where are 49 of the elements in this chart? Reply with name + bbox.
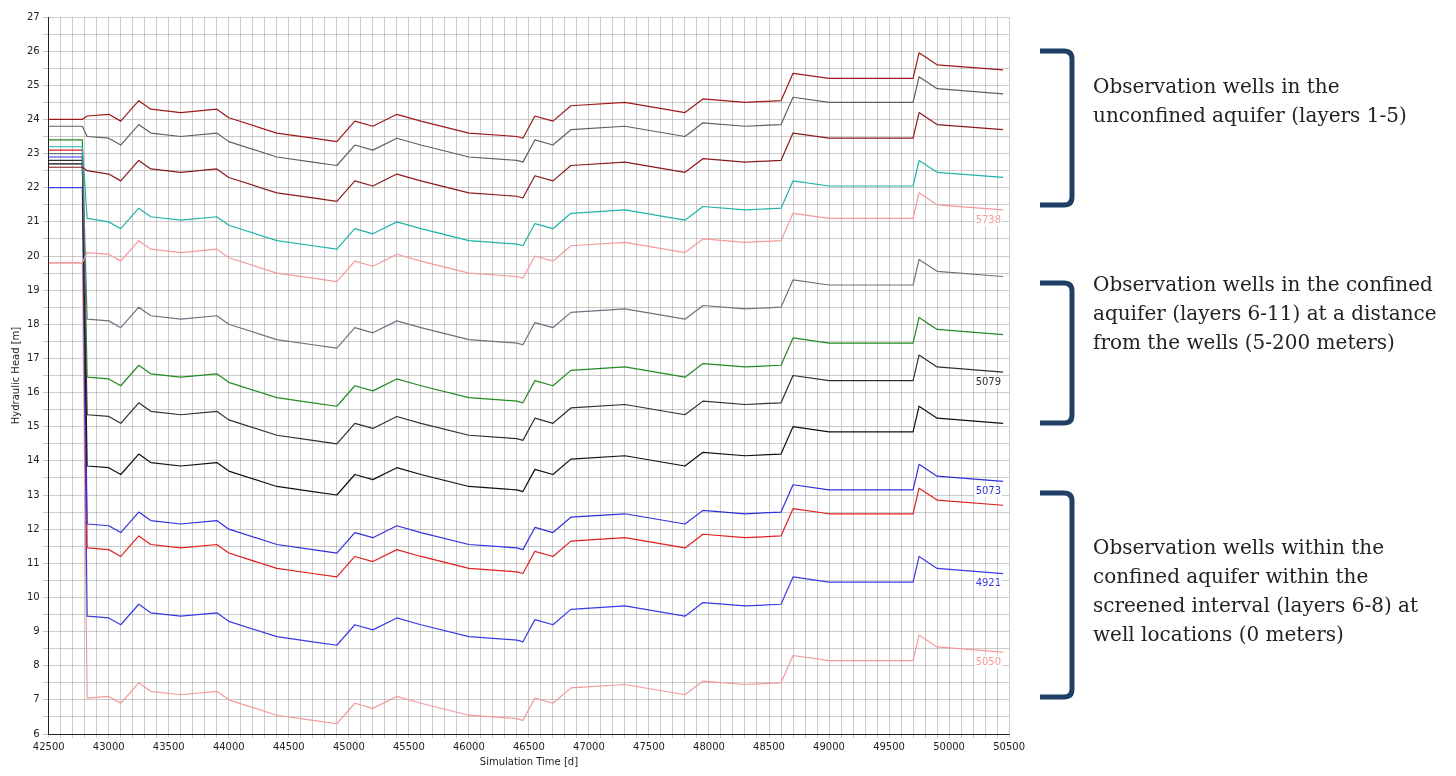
x-tick-label: 43500 [152,740,185,752]
y-tick-label: 8 [33,659,40,671]
x-tick-label: 49000 [813,740,845,752]
series-label: 4921 [975,577,1002,589]
x-tick-label: 46500 [513,740,545,752]
y-tick-label: 22 [26,181,40,193]
y-tick-label: 13 [26,488,40,500]
y-tick-label: 10 [26,591,40,603]
text: Observation wells in the confined aquifer (layers 6-11) at a distance from the wells (5-200 meters) [1093,271,1438,356]
y-tick-label: 7 [33,693,40,705]
x-tick-label: 44500 [272,740,305,752]
x-tick-label: 47500 [633,740,665,752]
y-tick-label: 20 [26,249,40,261]
x-tick-label: 46000 [452,740,485,752]
series-label: 5073 [975,484,1002,496]
y-tick-label: 27 [26,10,40,22]
x-tick-label: 44000 [212,740,245,752]
y-tick-label: 23 [26,147,40,159]
x-tick-label: 42500 [32,740,65,752]
x-tick-label: 47000 [573,740,605,752]
y-tick-label: 15 [26,420,40,432]
x-tick-label: 45000 [332,740,365,752]
y-tick-label: 24 [26,113,40,125]
series-label: 5738 [975,213,1002,225]
y-tick-label: 9 [33,625,40,637]
text: Observation wells in the unconfined aquifer (layers 1-5) [1093,73,1408,129]
x-tick-label: 49500 [873,740,905,752]
y-tick-label: 25 [26,78,40,90]
x-tick-label: 45500 [392,740,425,752]
x-tick-label: 50000 [933,740,965,752]
y-tick-label: 16 [26,386,40,398]
y-tick-label: 21 [26,215,40,227]
y-tick-label: 17 [26,352,40,364]
text: Observation wells within the confined aquifer within the screened interval (layers 6-8) at well locations (0 meters) [1093,534,1420,648]
y-tick-label: 12 [26,522,40,534]
x-tick-label: 50500 [993,740,1025,752]
y-tick-label: 11 [26,556,40,568]
y-tick-label: 6 [33,727,40,739]
series-label: 5050 [975,655,1002,667]
x-axis-title: Simulation Time [d] [479,755,579,767]
x-tick-label: 48500 [753,740,785,752]
y-tick-label: 18 [26,317,40,329]
y-tick-label: 26 [26,44,40,56]
x-tick-label: 43000 [92,740,125,752]
x-tick-label: 48000 [693,740,725,752]
y-axis-title: Hydraulic Head [m] [9,326,21,425]
series-label: 5079 [975,375,1002,387]
y-tick-label: 14 [26,454,40,466]
y-tick-label: 19 [26,283,40,295]
